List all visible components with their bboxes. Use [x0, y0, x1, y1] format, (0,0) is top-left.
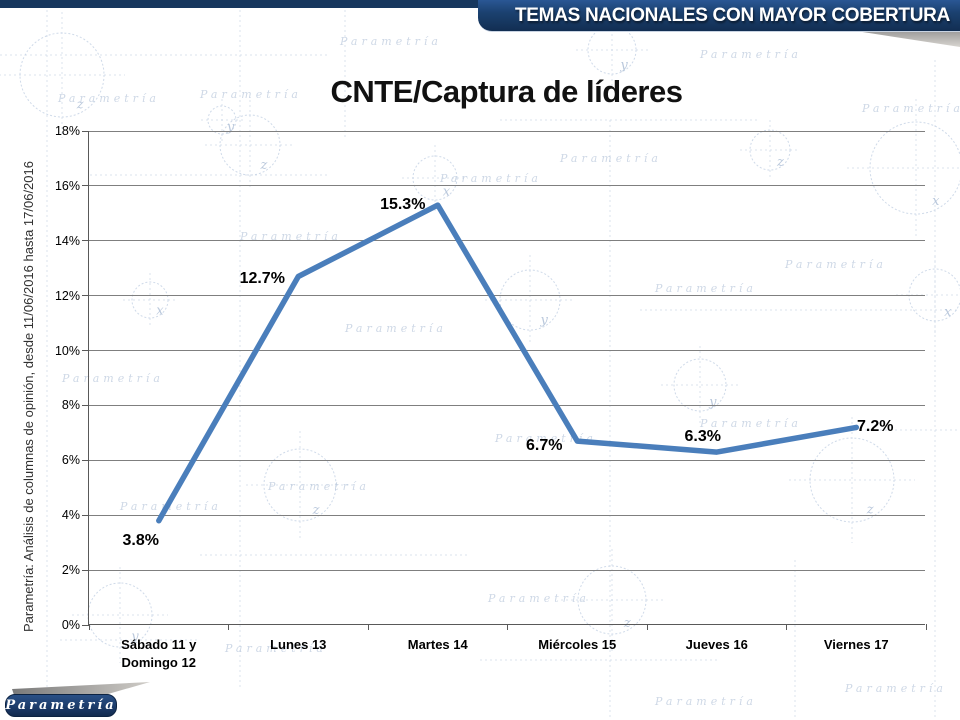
- data-line-svg: [156, 202, 860, 524]
- data-point-label: 3.8%: [122, 531, 159, 549]
- watermark-motif: Parametría: [344, 322, 447, 335]
- gridline: [89, 404, 925, 406]
- watermark-motif: Parametría: [267, 480, 370, 493]
- y-axis-tick: [82, 624, 89, 626]
- gridline: [89, 514, 925, 516]
- watermark-motif: z: [260, 158, 268, 173]
- watermark-motif: y: [540, 313, 549, 328]
- watermark-motif: Parametría: [844, 682, 947, 695]
- data-line: [156, 202, 860, 524]
- watermark-motif: x: [932, 194, 940, 209]
- watermark-motif: Parametría: [224, 642, 327, 655]
- y-axis-tick: [82, 404, 89, 406]
- y-axis-label: 6%: [61, 453, 80, 468]
- watermark-motif: x: [944, 305, 952, 320]
- watermark-motif: Parametría: [439, 172, 542, 185]
- gridline: [89, 185, 925, 187]
- data-point-label: 7.2%: [857, 418, 894, 436]
- y-axis-label: 0%: [61, 618, 80, 632]
- x-axis-label: Lunes 13: [270, 637, 327, 652]
- y-axis-label: 4%: [61, 508, 80, 523]
- watermark-motif: Parametría: [654, 282, 757, 295]
- header-banner: TEMAS NACIONALES CON MAYOR COBERTURA: [478, 0, 960, 32]
- watermark-motif: z: [76, 98, 84, 113]
- watermark-motif: y: [619, 58, 628, 73]
- gridline: [89, 240, 925, 242]
- gridline: [89, 459, 925, 461]
- watermark-motif: Parametría: [199, 88, 302, 101]
- watermark-motif: x: [156, 303, 164, 318]
- watermark-motif: z: [866, 503, 874, 518]
- watermark-motif: Parametría: [654, 695, 757, 708]
- watermark-motif: Parametría: [861, 102, 960, 115]
- y-axis-label: 2%: [61, 563, 80, 578]
- watermark-motif: Parametría: [339, 35, 442, 48]
- watermark-motif: Parametría: [239, 230, 342, 243]
- y-axis-tick: [82, 240, 89, 242]
- y-axis-tick: [82, 514, 89, 516]
- y-axis-tick: [82, 130, 89, 132]
- y-axis-label: 18%: [54, 124, 80, 138]
- watermark-motif: Parametría: [699, 417, 802, 430]
- line-chart: 0% 2% 4% 6% 8% 10% 12% 14% 16% 18% Sábado 11 y Dom…: [55, 125, 927, 670]
- y-axis-tick: [82, 295, 89, 297]
- watermark-motif: y: [226, 120, 235, 135]
- watermark-motif: y: [130, 630, 139, 645]
- y-axis-tick: [82, 459, 89, 461]
- y-axis-label: 14%: [54, 233, 80, 248]
- y-axis-label: 8%: [61, 398, 80, 413]
- watermark-motif: Parametría: [494, 432, 597, 445]
- banner-title: TEMAS NACIONALES CON MAYOR COBERTURA: [514, 4, 950, 26]
- x-axis-label: Miércoles 15: [538, 637, 617, 652]
- watermark-motif: Parametría: [699, 48, 802, 61]
- x-axis-tick: [925, 624, 927, 630]
- x-axis-label: Martes 14: [407, 637, 468, 652]
- gridline: [89, 569, 925, 571]
- watermark-motif: x: [443, 185, 451, 200]
- gridline: [89, 295, 925, 297]
- parametria-logo-text: Parametría: [5, 698, 117, 713]
- data-point-label: 6.7%: [526, 437, 563, 455]
- y-axis-label: 16%: [54, 178, 80, 193]
- gridline: [89, 350, 925, 352]
- watermark-motif: Parametría: [61, 372, 164, 385]
- data-point-label: 12.7%: [239, 270, 285, 288]
- chart-title: CNTE/Captura de líderes: [330, 74, 683, 109]
- x-axis-tick: [88, 624, 90, 630]
- x-axis-tick: [507, 624, 508, 630]
- y-axis-tick: [82, 350, 89, 352]
- x-axis-tick: [786, 624, 787, 630]
- watermark-motif: Parametría: [559, 152, 662, 165]
- parametria-logo: Parametría: [5, 694, 117, 717]
- watermark-motif: Parametría: [57, 92, 160, 105]
- watermark-motif: z: [623, 616, 631, 631]
- data-point-label: 6.3%: [684, 428, 721, 446]
- watermark-motif: Parametría: [487, 592, 590, 605]
- x-axis-label: Sábado 11 y Domingo 12: [121, 637, 197, 670]
- watermark-motif: z: [776, 155, 784, 170]
- x-axis-label: Jueves 16: [685, 637, 748, 652]
- x-axis-label: Viernes 17: [823, 637, 889, 652]
- data-point-label: 15.3%: [380, 196, 426, 214]
- y-axis-label: 12%: [54, 288, 80, 303]
- y-axis-tick: [82, 185, 89, 187]
- y-axis-label: 10%: [54, 343, 80, 358]
- y-axis-tick: [82, 569, 89, 571]
- gridline: [89, 130, 925, 132]
- x-axis-tick: [367, 624, 369, 630]
- watermark-motif: y: [708, 395, 717, 410]
- x-axis-tick: [228, 624, 229, 630]
- x-axis-tick: [646, 624, 648, 630]
- watermark-motif: Parametría: [784, 258, 887, 271]
- watermark-motif: z: [312, 503, 320, 518]
- source-note: Parametría: Análisis de columnas de opin…: [21, 161, 36, 632]
